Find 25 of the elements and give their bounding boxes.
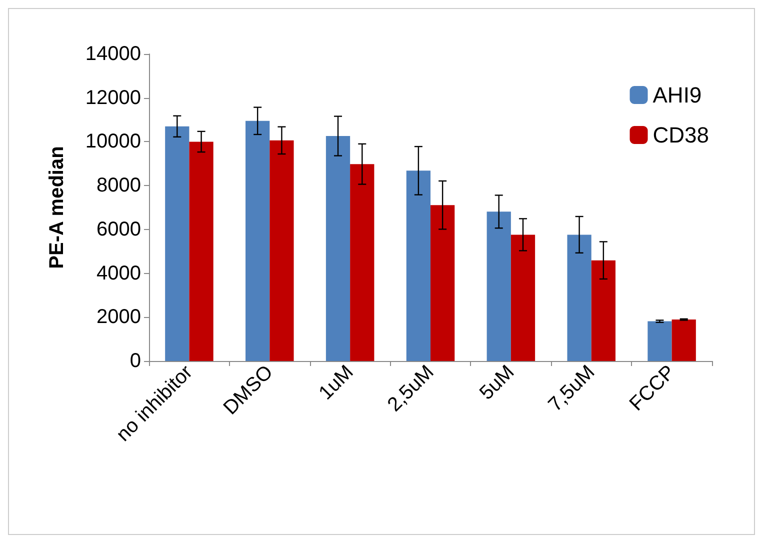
legend-label: CD38 [652,122,710,148]
bar [246,120,270,361]
bar [510,234,536,361]
y-tick-label: 10000 [85,130,141,153]
bar [270,140,294,361]
y-tick-label: 12000 [85,86,141,109]
bar [567,234,592,361]
y-tick-label: 6000 [96,218,141,240]
y-tick-label: 2000 [96,306,141,328]
y-tick-label: 0 [130,350,141,372]
bar [486,212,511,361]
bar [189,142,214,361]
bar [591,260,616,361]
bar [165,126,190,361]
y-axis-title: PE-A median [46,146,68,269]
bar [430,205,455,361]
y-tick-label: 8000 [96,174,141,197]
legend-label: AHI9 [652,82,702,108]
y-tick-label: 14000 [85,43,141,65]
bar [350,164,374,361]
bar [406,170,430,361]
y-tick-label: 4000 [96,262,141,284]
bar [672,320,696,361]
bar [326,136,350,361]
bar [648,321,672,361]
